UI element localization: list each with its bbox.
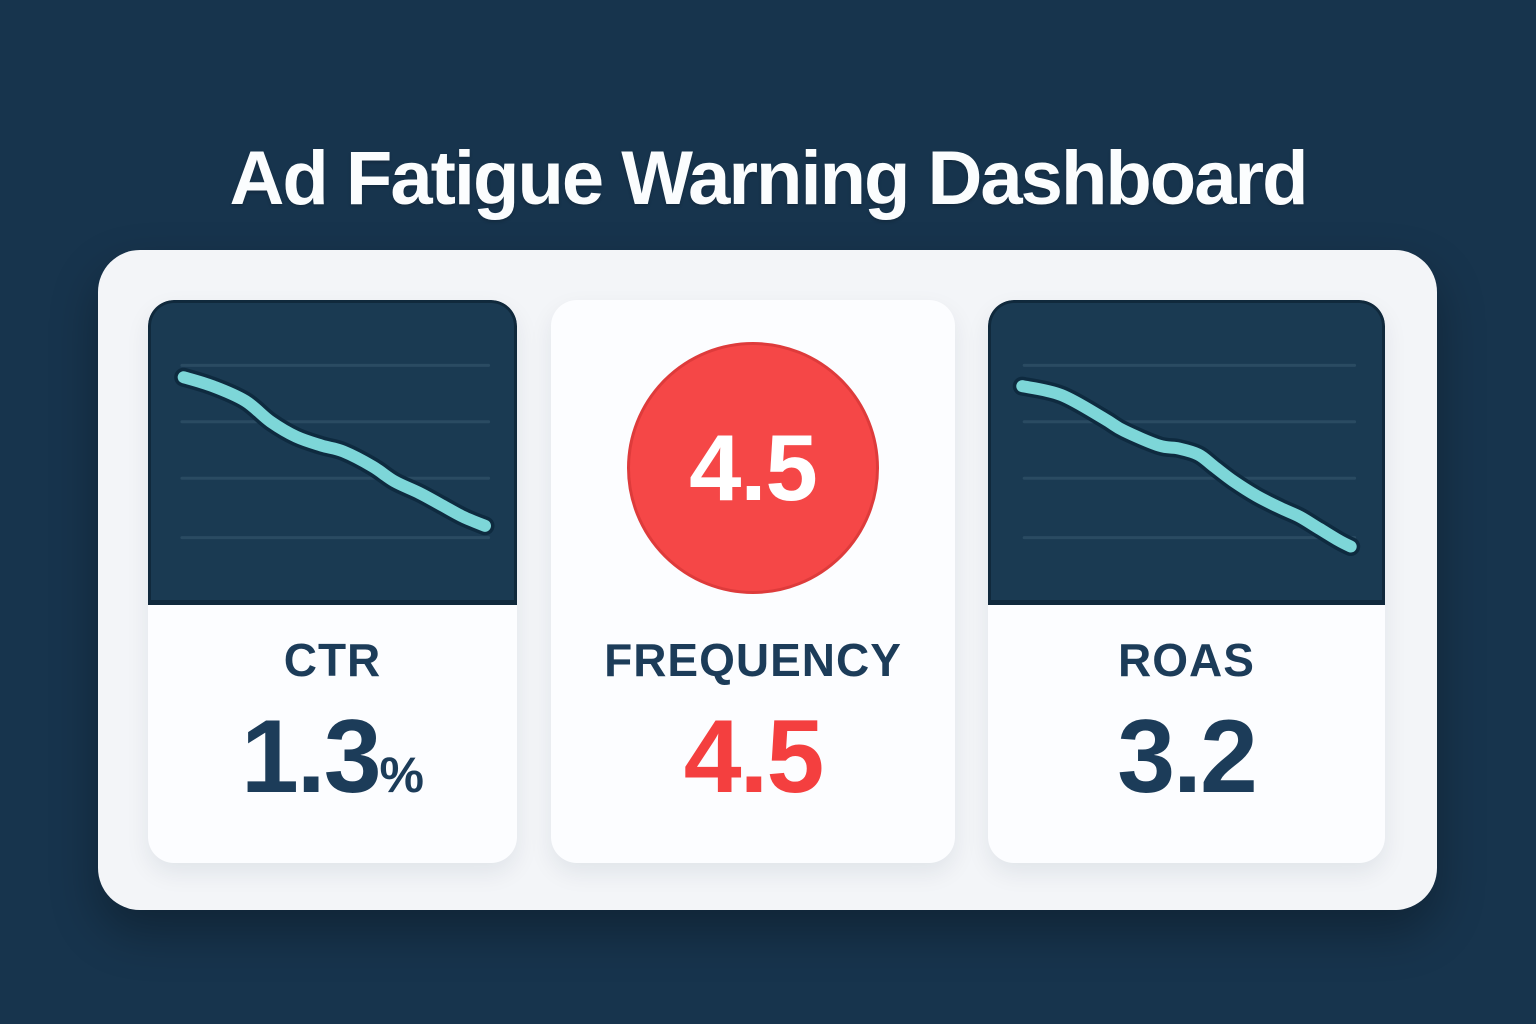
frequency-badge-area: 4.5 [551, 300, 955, 605]
ctr-sparkline-chart [174, 363, 495, 540]
ctr-value-suffix: % [379, 747, 425, 803]
ctr-value: 1.3% [241, 705, 424, 809]
trend-line [1016, 380, 1357, 553]
metric-card-frequency: 4.5 FREQUENCY 4.5 [551, 300, 955, 863]
ctr-chart-area [148, 300, 517, 605]
metric-card-roas: ROAS 3.2 [988, 300, 1385, 863]
ctr-value-number: 1.3 [240, 699, 382, 815]
ctr-label: CTR [283, 634, 382, 686]
frequency-badge-number: 4.5 [689, 414, 818, 520]
roas-chart-area [988, 300, 1385, 605]
trend-line [177, 371, 491, 532]
frequency-value: 4.5 [683, 699, 825, 815]
roas-value: 3.2 [1117, 699, 1258, 815]
dashboard-panel: CTR 1.3% 4.5 FREQUENCY 4.5 ROAS 3.2 [98, 250, 1437, 910]
ctr-meta: CTR 1.3% [148, 605, 517, 863]
frequency-meta: FREQUENCY 4.5 [551, 605, 955, 863]
roas-label: ROAS [1118, 634, 1255, 686]
metric-card-ctr: CTR 1.3% [148, 300, 517, 863]
roas-meta: ROAS 3.2 [988, 605, 1385, 863]
frequency-label: FREQUENCY [604, 634, 902, 686]
frequency-alert-badge: 4.5 [627, 341, 879, 594]
page-title: Ad Fatigue Warning Dashboard [229, 135, 1309, 221]
roas-sparkline-chart [1012, 363, 1361, 556]
